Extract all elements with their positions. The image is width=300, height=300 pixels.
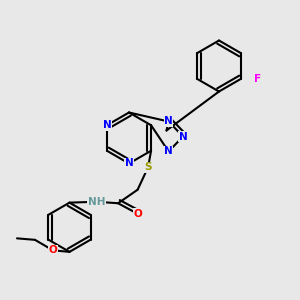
Text: F: F xyxy=(254,74,262,84)
Text: N: N xyxy=(103,120,111,130)
Text: O: O xyxy=(49,245,57,255)
Text: N: N xyxy=(124,158,134,169)
Text: N: N xyxy=(164,116,173,127)
Text: N: N xyxy=(164,146,173,157)
Text: NH: NH xyxy=(88,197,105,207)
Text: S: S xyxy=(144,162,152,172)
Text: O: O xyxy=(133,209,142,219)
Text: N: N xyxy=(178,131,188,142)
